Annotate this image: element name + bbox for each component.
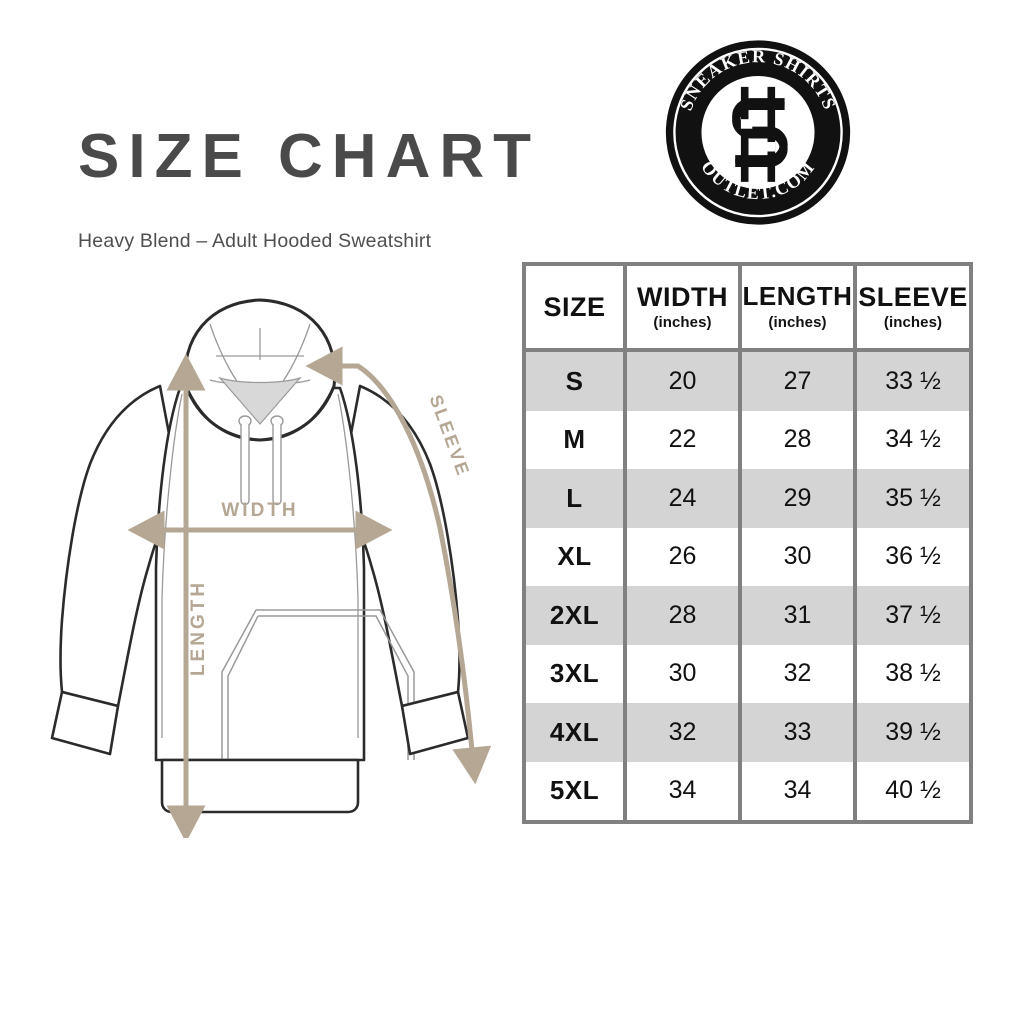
waistband (160, 758, 360, 814)
cell-length: 30 (742, 527, 857, 586)
cell-width: 26 (627, 527, 742, 586)
hoodie-diagram: WIDTH LENGTH SLEEVE (40, 268, 510, 838)
column-header-size-label: SIZE (543, 291, 606, 322)
hood-inner-neck (218, 376, 302, 425)
cell-length: 28 (742, 410, 857, 469)
left-cuff (50, 690, 120, 756)
column-header-sleeve: SLEEVE (inches) (857, 266, 969, 352)
table-row: M 22 28 34 ½ (526, 410, 969, 469)
column-header-length-unit: (inches) (768, 313, 827, 331)
column-header-width-unit: (inches) (653, 314, 712, 332)
cell-sleeve: 38 ½ (857, 644, 969, 703)
hoodie-outline (59, 384, 461, 762)
cell-size: L (526, 469, 627, 528)
table-row: XL 26 30 36 ½ (526, 527, 969, 586)
cell-size: XL (526, 527, 627, 586)
column-header-size: SIZE (526, 266, 627, 352)
cell-sleeve: 35 ½ (857, 469, 969, 528)
cell-width: 32 (627, 703, 742, 762)
cell-length: 29 (742, 469, 857, 528)
page-subtitle: Heavy Blend – Adult Hooded Sweatshirt (78, 230, 432, 252)
sleeve-label: SLEEVE (426, 392, 474, 480)
cell-sleeve: 34 ½ (857, 410, 969, 469)
column-header-sleeve-unit: (inches) (883, 314, 943, 332)
cell-length: 33 (742, 703, 857, 762)
size-table: SIZE WIDTH (inches) LENGTH (inches) SLEE… (522, 262, 973, 824)
cell-length: 27 (742, 352, 857, 411)
column-header-length-label: LENGTH (742, 281, 853, 312)
cell-width: 22 (627, 410, 742, 469)
title-block: SIZE CHART Heavy Blend – Adult Hooded Sw… (78, 122, 540, 253)
left-sleeve (59, 384, 182, 708)
column-header-width-label: WIDTH (637, 281, 728, 312)
table-row: 2XL 28 31 37 ½ (526, 586, 969, 645)
page-title: SIZE CHART (78, 122, 540, 191)
logo-monogram-knockouts (740, 119, 776, 152)
cell-length: 34 (742, 761, 857, 820)
cell-size: 4XL (526, 703, 627, 762)
cell-width: 30 (627, 644, 742, 703)
cell-sleeve: 33 ½ (857, 352, 969, 411)
column-header-width: WIDTH (inches) (627, 266, 742, 352)
cell-sleeve: 39 ½ (857, 703, 969, 762)
cell-width: 20 (627, 352, 742, 411)
size-table-body: S 20 27 33 ½ M 22 28 34 ½ L 24 29 35 ½ XL 26 30 36 ½ 2XL… (526, 352, 969, 820)
sleeve-arrow (305, 346, 492, 785)
cell-size: M (526, 410, 627, 469)
cell-length: 31 (742, 586, 857, 645)
cell-sleeve: 36 ½ (857, 527, 969, 586)
cell-width: 28 (627, 586, 742, 645)
cell-size: 5XL (526, 761, 627, 820)
length-label: LENGTH (188, 580, 209, 676)
brand-logo: SNEAKER SHIRTS OUTLET.COM (663, 35, 853, 230)
cell-width: 34 (627, 761, 742, 820)
cell-length: 32 (742, 644, 857, 703)
cell-size: 3XL (526, 644, 627, 703)
width-label: WIDTH (221, 500, 298, 521)
cell-size: 2XL (526, 586, 627, 645)
cell-size: S (526, 352, 627, 411)
cell-sleeve: 37 ½ (857, 586, 969, 645)
drawstrings (238, 415, 284, 506)
size-table-head: SIZE WIDTH (inches) LENGTH (inches) SLEE… (526, 266, 969, 352)
table-row: L 24 29 35 ½ (526, 469, 969, 528)
cell-width: 24 (627, 469, 742, 528)
size-table-container: SIZE WIDTH (inches) LENGTH (inches) SLEE… (522, 262, 973, 824)
logo-monogram (732, 86, 788, 182)
table-row: 5XL 34 34 40 ½ (526, 761, 969, 820)
table-header-row: SIZE WIDTH (inches) LENGTH (inches) SLEE… (526, 266, 969, 352)
table-row: 4XL 32 33 39 ½ (526, 703, 969, 762)
table-row: S 20 27 33 ½ (526, 352, 969, 411)
column-header-length: LENGTH (inches) (742, 266, 857, 352)
table-row: 3XL 30 32 38 ½ (526, 644, 969, 703)
column-header-sleeve-label: SLEEVE (858, 281, 968, 312)
cell-sleeve: 40 ½ (857, 761, 969, 820)
